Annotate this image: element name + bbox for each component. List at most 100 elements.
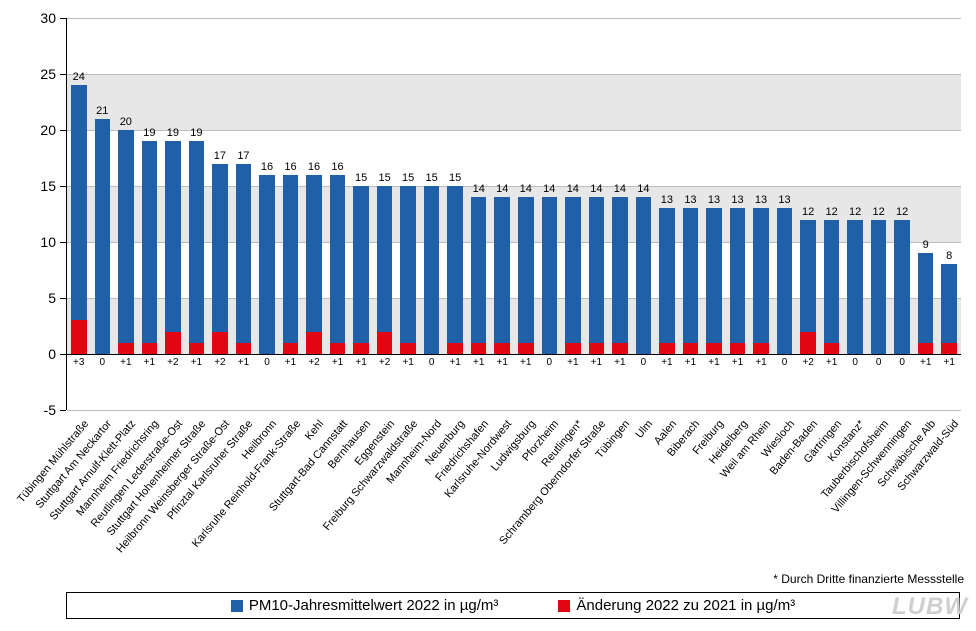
- bar-delta: [612, 343, 628, 354]
- zero-axis-line: [67, 354, 961, 355]
- y-tick-label: 10: [0, 234, 56, 250]
- bar-value-label: 16: [284, 161, 296, 173]
- bar-delta: [400, 343, 416, 354]
- bar-delta-label: 0: [899, 357, 905, 368]
- bar-pm10: [636, 197, 652, 354]
- legend-label-delta: Änderung 2022 zu 2021 in µg/m³: [576, 597, 795, 614]
- bar-delta: [71, 320, 87, 354]
- bar-value-label: 14: [520, 183, 532, 195]
- bar-delta: [659, 343, 675, 354]
- bar-delta-label: +1: [191, 357, 202, 368]
- bar-value-label: 13: [778, 194, 790, 206]
- y-tick-mark: [60, 354, 66, 355]
- bar-value-label: 17: [214, 150, 226, 162]
- bar-delta: [730, 343, 746, 354]
- bar-delta-label: +1: [755, 357, 766, 368]
- y-tick-label: 0: [0, 346, 56, 362]
- grid-band: [67, 74, 961, 130]
- bar-pm10: [918, 253, 934, 354]
- bar-value-label: 15: [402, 172, 414, 184]
- bar-pm10: [612, 197, 628, 354]
- bar-delta-label: +2: [802, 357, 813, 368]
- bar-delta-label: +1: [826, 357, 837, 368]
- legend-label-pm10: PM10-Jahresmittelwert 2022 in µg/m³: [249, 597, 499, 614]
- bar-delta-label: +1: [355, 357, 366, 368]
- y-tick-mark: [60, 130, 66, 131]
- legend-item-delta: Änderung 2022 zu 2021 in µg/m³: [558, 597, 795, 614]
- bar-delta-label: +1: [285, 357, 296, 368]
- bar-delta-label: +1: [238, 357, 249, 368]
- bar-delta: [800, 332, 816, 354]
- bar-delta: [447, 343, 463, 354]
- bar-pm10: [259, 175, 275, 354]
- bar-delta-label: +1: [614, 357, 625, 368]
- bar-value-label: 16: [261, 161, 273, 173]
- bar-delta-label: +1: [520, 357, 531, 368]
- bar-delta: [283, 343, 299, 354]
- y-tick-label: 5: [0, 290, 56, 306]
- bar-delta-label: +3: [73, 357, 84, 368]
- bar-value-label: 19: [167, 127, 179, 139]
- bar-delta-label: +1: [473, 357, 484, 368]
- bar-pm10: [212, 164, 228, 354]
- bar-value-label: 12: [802, 206, 814, 218]
- bar-pm10: [941, 264, 957, 354]
- bar-pm10: [71, 85, 87, 354]
- bar-value-label: 13: [708, 194, 720, 206]
- bar-value-label: 21: [96, 105, 108, 117]
- y-tick-label: 30: [0, 10, 56, 26]
- bar-delta: [706, 343, 722, 354]
- bar-value-label: 20: [120, 116, 132, 128]
- legend-item-pm10: PM10-Jahresmittelwert 2022 in µg/m³: [231, 597, 499, 614]
- bar-pm10: [589, 197, 605, 354]
- bar-pm10: [824, 220, 840, 354]
- bar-value-label: 14: [637, 183, 649, 195]
- y-tick-mark: [60, 74, 66, 75]
- bar-value-label: 15: [355, 172, 367, 184]
- watermark-logo: LUBW: [892, 593, 968, 621]
- bar-delta: [494, 343, 510, 354]
- bar-delta: [212, 332, 228, 354]
- y-tick-label: -5: [0, 402, 56, 418]
- bar-delta: [189, 343, 205, 354]
- chart-container: 24+321020+119+119+219+117+217+116016+116…: [0, 0, 976, 631]
- y-tick-label: 20: [0, 122, 56, 138]
- bar-pm10: [142, 141, 158, 354]
- bar-value-label: 13: [755, 194, 767, 206]
- bar-delta-label: +2: [214, 357, 225, 368]
- bar-delta: [824, 343, 840, 354]
- bar-value-label: 12: [825, 206, 837, 218]
- bar-value-label: 15: [378, 172, 390, 184]
- bar-delta-label: 0: [641, 357, 647, 368]
- bar-pm10: [424, 186, 440, 354]
- bar-delta-label: 0: [852, 357, 858, 368]
- bar-value-label: 16: [331, 161, 343, 173]
- bar-value-label: 8: [946, 250, 952, 262]
- bar-delta-label: 0: [547, 357, 553, 368]
- bar-pm10: [659, 208, 675, 354]
- bar-pm10: [447, 186, 463, 354]
- footnote-text: * Durch Dritte finanzierte Messstelle: [773, 572, 964, 586]
- bar-value-label: 14: [567, 183, 579, 195]
- bar-delta: [683, 343, 699, 354]
- bar-value-label: 14: [614, 183, 626, 195]
- bar-value-label: 24: [73, 71, 85, 83]
- bar-delta: [941, 343, 957, 354]
- bar-delta: [471, 343, 487, 354]
- bar-value-label: 12: [849, 206, 861, 218]
- bar-delta-label: +1: [708, 357, 719, 368]
- bar-delta-label: +2: [379, 357, 390, 368]
- bar-delta-label: +2: [308, 357, 319, 368]
- bar-pm10: [847, 220, 863, 354]
- bar-pm10: [400, 186, 416, 354]
- bar-delta-label: +1: [685, 357, 696, 368]
- bar-pm10: [377, 186, 393, 354]
- bar-delta-label: +1: [120, 357, 131, 368]
- bar-delta: [353, 343, 369, 354]
- bar-delta-label: +1: [449, 357, 460, 368]
- bar-delta: [918, 343, 934, 354]
- bar-value-label: 12: [873, 206, 885, 218]
- bar-pm10: [871, 220, 887, 354]
- bar-pm10: [306, 175, 322, 354]
- bar-value-label: 17: [237, 150, 249, 162]
